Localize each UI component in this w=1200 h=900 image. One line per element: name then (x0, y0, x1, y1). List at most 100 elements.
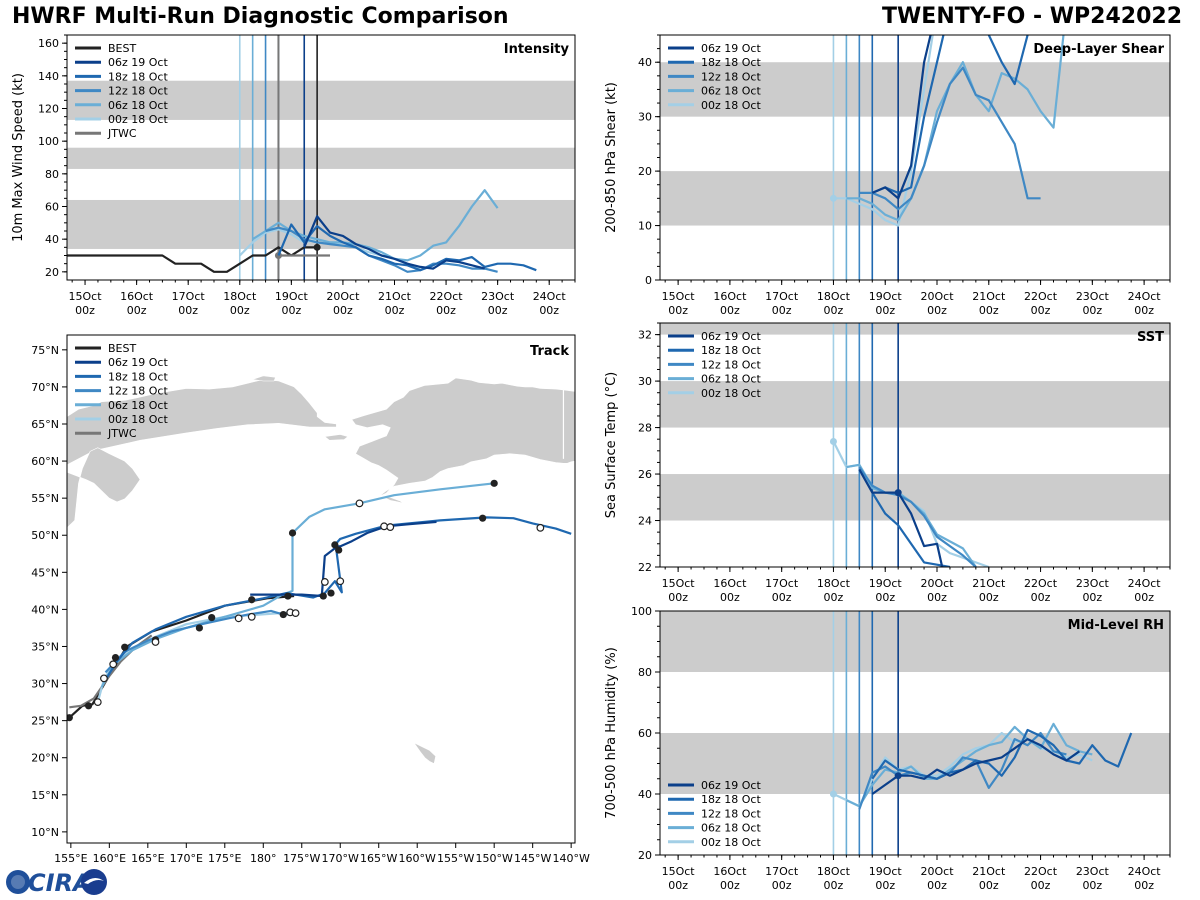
intensity-legend-label: JTWC (107, 127, 137, 140)
shear-xtick-label: 18Oct (817, 290, 851, 303)
cira-wordmark: CIRA (28, 869, 92, 897)
track-lat-label: 75°N (31, 344, 59, 357)
shear-xtick-label: 19Oct (869, 290, 903, 303)
track-position-open (336, 577, 345, 586)
shear-xtick-label: 00z (824, 304, 844, 317)
intensity-ytick-label: 40 (45, 233, 59, 246)
sst-xtick-label: 19Oct (869, 577, 903, 590)
track-position-dot (84, 702, 93, 710)
track-position-dot (195, 624, 203, 632)
sst-xtick-label: 00z (979, 591, 999, 604)
sst-xtick-label: 00z (1134, 591, 1154, 604)
sst-xtick-label: 00z (875, 591, 895, 604)
shear-xtick-label: 00z (1031, 304, 1051, 317)
intensity-series-line (277, 223, 537, 272)
sst-xtick-label: 16Oct (713, 577, 747, 590)
track-lon-label: 165°W (360, 852, 397, 865)
intensity-series-line (67, 246, 318, 273)
intensity-legend-label: 06z 18 Oct (108, 99, 168, 112)
track-legend-label: 18z 18 Oct (108, 370, 168, 383)
shear-series-line (846, 35, 1065, 222)
track-lon-label: 145°W (514, 852, 551, 865)
rh-legend-label: 06z 18 Oct (701, 822, 761, 835)
rh-xtick-label: 24Oct (1128, 865, 1162, 878)
rh-threshold-band (660, 611, 1170, 672)
sst-legend-label: 06z 18 Oct (701, 373, 761, 386)
land-alaska (351, 377, 575, 497)
rh-xtick-label: 16Oct (713, 865, 747, 878)
track-position-dot (331, 541, 339, 549)
track-position-dot (248, 596, 256, 604)
track-position-open (151, 638, 160, 646)
intensity-ylabel: 10m Max Wind Speed (kt) (11, 73, 26, 242)
intensity-legend-label: 00z 18 Oct (108, 113, 168, 126)
cira-badge-icon (81, 869, 107, 895)
track-lat-label: 60°N (31, 455, 59, 468)
track-position-open (355, 499, 364, 508)
intensity-end-marker (313, 243, 321, 251)
rh-xtick-label: 20Oct (920, 865, 954, 878)
sst-xtick-label: 23Oct (1076, 577, 1110, 590)
sst-legend-label: 12z 18 Oct (701, 358, 761, 371)
track-lat-label: 35°N (31, 640, 59, 653)
sst-threshold-band (660, 474, 1170, 521)
intensity-xtick-label: 17Oct (172, 290, 206, 303)
intensity-xtick-label: 18Oct (223, 290, 257, 303)
track-position-open (380, 522, 389, 531)
land-kamchatka (67, 447, 141, 529)
rh-xtick-label: 00z (927, 879, 947, 892)
track-lon-label: 165°E (131, 852, 164, 865)
track-position-dot (208, 613, 216, 622)
track-position-open (386, 523, 395, 531)
shear-legend-label: 00z 18 Oct (701, 99, 761, 112)
shear-series-line (871, 35, 1030, 194)
shear-legend-label: 06z 19 Oct (701, 42, 761, 55)
track-lon-label: 160°W (399, 852, 436, 865)
sst-ytick-label: 22 (638, 561, 652, 574)
track-position-dot (121, 643, 129, 651)
rh-xtick-label: 00z (875, 879, 895, 892)
track-position-open (536, 523, 545, 532)
track-lat-label: 45°N (31, 566, 59, 579)
track-line (100, 482, 495, 688)
shear-xtick-label: 00z (1082, 304, 1102, 317)
track-lon-label: 155°E (54, 852, 87, 865)
land-wrangel (252, 375, 277, 382)
intensity-xtick-label: 24Oct (533, 290, 567, 303)
sst-xtick-label: 21Oct (972, 577, 1006, 590)
shear-xtick-label: 17Oct (765, 290, 799, 303)
sst-xtick-label: 00z (927, 591, 947, 604)
rh-series-line (871, 728, 1133, 780)
track-lat-label: 10°N (31, 826, 59, 839)
rh-xtick-label: 00z (979, 879, 999, 892)
shear-panel: 01020304015Oct00z16Oct00z17Oct00z18Oct00… (604, 34, 1171, 317)
intensity-xtick-label: 16Oct (120, 290, 154, 303)
track-legend-label: 06z 18 Oct (108, 399, 168, 412)
intensity-ytick-label: 20 (45, 266, 59, 279)
track-panel: 10°N 15°N 20°N 25°N 30°N 35°N 40°N 45°N 50°N 55°N… (31, 334, 590, 865)
intensity-xtick-label: 00z (436, 304, 456, 317)
track-position-dot (111, 653, 120, 662)
track-legend-label: 12z 18 Oct (108, 385, 168, 398)
sst-threshold-band (660, 323, 1170, 335)
track-lon-label: 180° (250, 852, 277, 865)
shear-xtick-label: 23Oct (1076, 290, 1110, 303)
shear-legend-label: 12z 18 Oct (701, 70, 761, 83)
track-position-dot (284, 592, 292, 600)
rh-xtick-label: 21Oct (972, 865, 1006, 878)
rh-title: Mid-Level RH (1068, 618, 1164, 633)
intensity-xtick-label: 00z (333, 304, 353, 317)
sst-plot-area (660, 323, 1170, 567)
rh-xtick-label: 00z (1134, 879, 1154, 892)
intensity-xtick-label: 00z (488, 304, 508, 317)
shear-xtick-label: 22Oct (1024, 290, 1058, 303)
shear-legend-label: 06z 18 Oct (701, 85, 761, 98)
intensity-xtick-label: 00z (385, 304, 405, 317)
shear-threshold-band (660, 171, 1170, 226)
sst-xtick-label: 00z (1031, 591, 1051, 604)
intensity-xtick-label: 00z (127, 304, 147, 317)
intensity-xtick-label: 00z (230, 304, 250, 317)
sst-ylabel: Sea Surface Temp (°C) (604, 372, 619, 519)
track-frame (66, 334, 576, 844)
sst-xtick-label: 24Oct (1128, 577, 1162, 590)
